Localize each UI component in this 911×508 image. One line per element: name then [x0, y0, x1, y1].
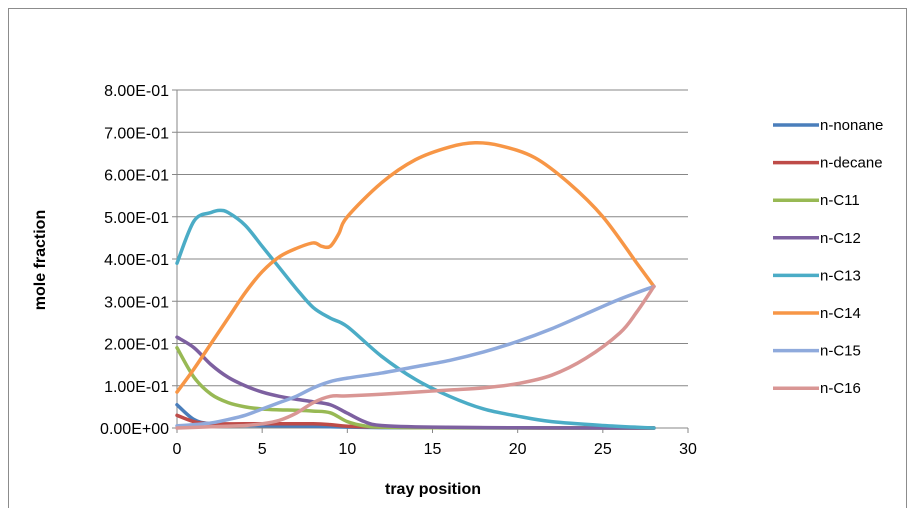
- x-tick-label: 20: [509, 441, 527, 458]
- x-tick-label: 5: [258, 441, 267, 458]
- y-tick-label: 5.00E-01: [104, 210, 169, 227]
- x-tick-label: 0: [173, 441, 182, 458]
- legend-label: n-nonane: [820, 117, 883, 134]
- legend-label: n-decane: [820, 155, 883, 172]
- legend-label: n-C14: [820, 305, 861, 322]
- y-tick-label: 0.00E+00: [100, 421, 169, 438]
- y-tick-label: 2.00E-01: [104, 337, 169, 354]
- series-line-n-c16: [175, 284, 656, 430]
- y-axis-title: mole fraction: [32, 210, 49, 310]
- legend-label: n-C12: [820, 230, 861, 247]
- y-tick-label: 7.00E-01: [104, 125, 169, 142]
- legend: n-nonane n-decane n-C11 n-C12 n-C13 n-C14 n-C1…: [773, 117, 883, 397]
- y-tick-label: 1.00E-01: [104, 379, 169, 396]
- legend-label: n-C11: [820, 192, 860, 209]
- x-tick-label: 25: [594, 441, 612, 458]
- series-line-n-c14: [175, 141, 656, 394]
- x-tick-label: 10: [338, 441, 356, 458]
- line-chart: 0.00E+00 1.00E-01 2.00E-01 3.00E-01 4.00E-01…: [32, 83, 883, 497]
- y-tick-label: 3.00E-01: [104, 294, 169, 311]
- series-line-n-c15: [175, 284, 656, 428]
- x-axis-title: tray position: [385, 481, 481, 497]
- legend-label: n-C13: [820, 267, 861, 284]
- axes: 0.00E+00 1.00E-01 2.00E-01 3.00E-01 4.00E-01…: [100, 83, 697, 458]
- chart-frame: [8, 8, 907, 508]
- y-tick-label: 6.00E-01: [104, 168, 169, 185]
- y-tick-label: 4.00E-01: [104, 252, 169, 269]
- series-lines: [175, 141, 656, 430]
- legend-label: n-C15: [820, 343, 861, 360]
- x-tick-label: 15: [424, 441, 442, 458]
- y-tick-label: 8.00E-01: [104, 83, 169, 100]
- x-tick-label: 30: [679, 441, 697, 458]
- gridlines: [177, 89, 688, 387]
- legend-label: n-C16: [820, 380, 861, 397]
- series-line-n-c13: [175, 208, 656, 430]
